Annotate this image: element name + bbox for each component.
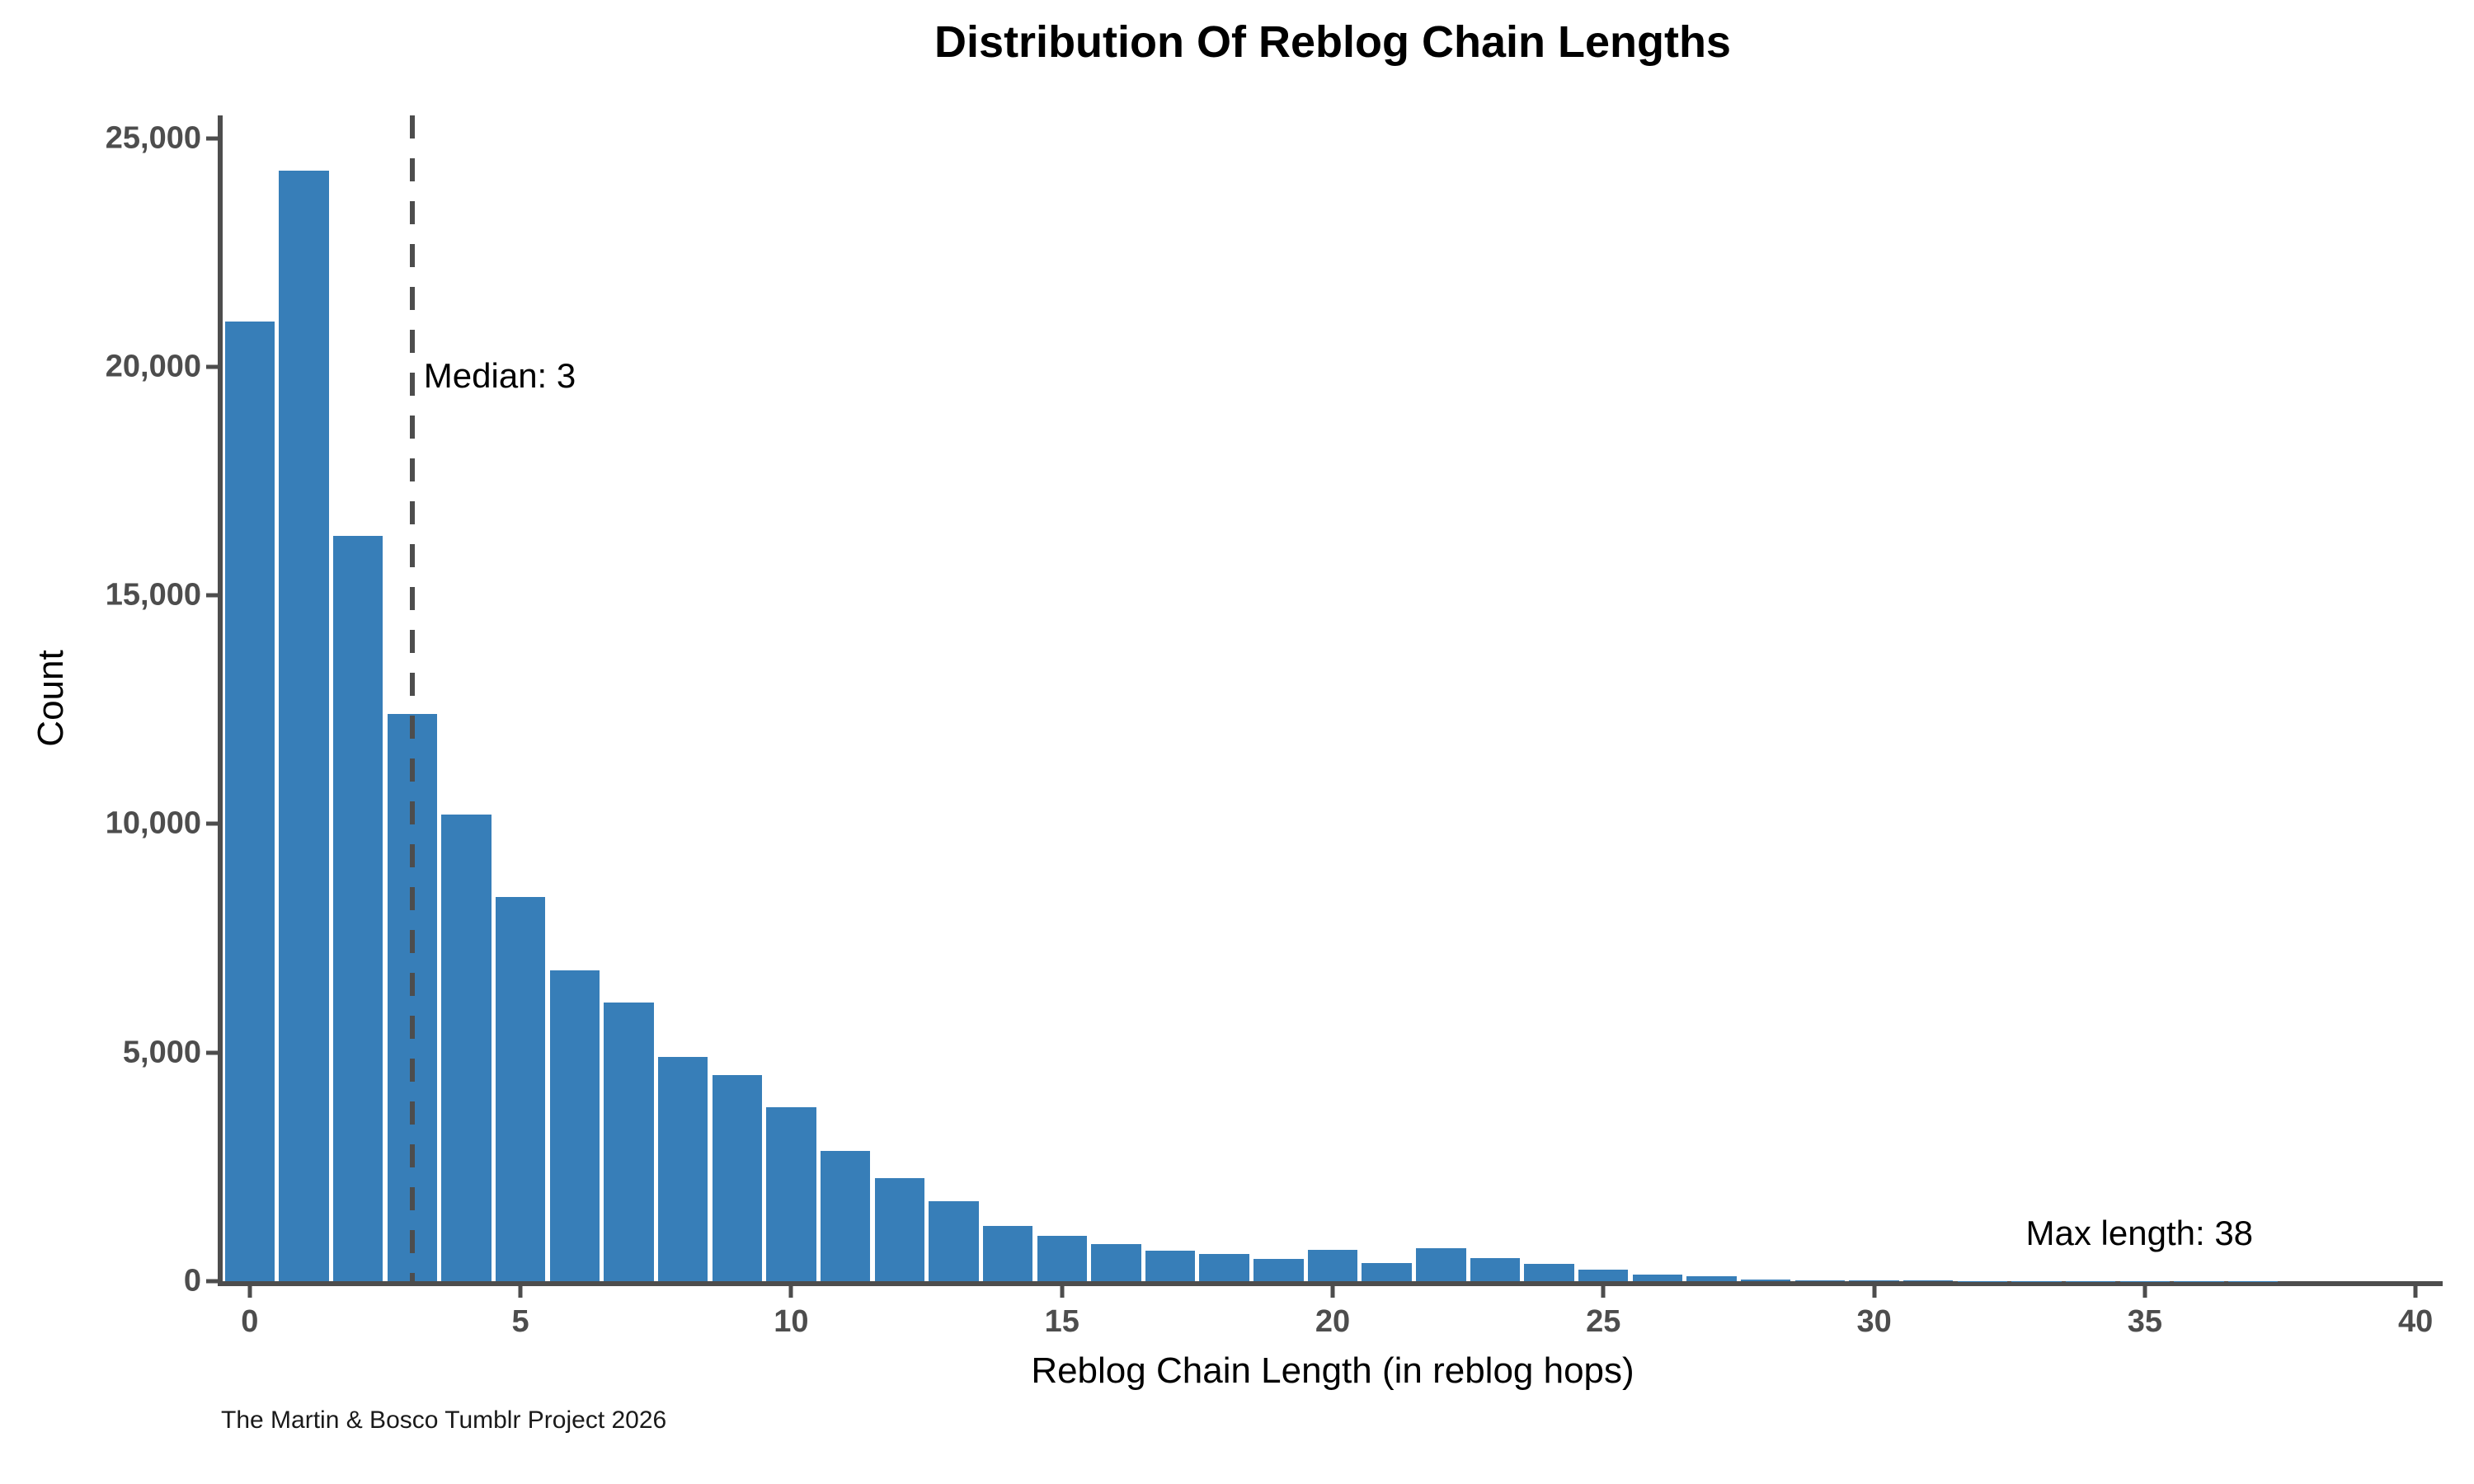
histogram-bar: [1524, 1264, 1574, 1281]
x-tick-label: 35: [2127, 1304, 2163, 1339]
x-axis-title: Reblog Chain Length (in reblog hops): [1031, 1350, 1634, 1391]
x-tick-mark: [1601, 1286, 1606, 1298]
y-tick-label: 25,000: [105, 120, 201, 156]
plot-area: 0 5 10 15 20 25 30 35 40 0 5,000 10,000 15,000 20,00…: [106, 115, 2443, 1339]
median-annotation: Median: 3: [423, 356, 576, 396]
histogram-bar: [1849, 1280, 1899, 1281]
histogram-bar: [1578, 1270, 1629, 1281]
x-axis-line: [218, 1281, 2443, 1286]
caption: The Martin & Bosco Tumblr Project 2026: [221, 1407, 667, 1434]
x-tick-mark: [247, 1286, 252, 1298]
histogram-bar: [1794, 1280, 1846, 1281]
histogram-bar: [549, 970, 600, 1281]
y-tick-mark: [206, 821, 218, 826]
histogram-bar: [712, 1075, 762, 1281]
x-tick-mark: [2142, 1286, 2147, 1298]
histogram-bar: [874, 1178, 924, 1281]
histogram-bar: [1903, 1280, 1954, 1281]
histogram-bar: [495, 897, 546, 1281]
y-tick-label: 10,000: [105, 805, 201, 841]
y-tick-mark: [206, 1050, 218, 1055]
y-tick-label: 15,000: [105, 577, 201, 613]
y-tick-mark: [206, 1279, 218, 1284]
x-tick-label: 0: [241, 1304, 259, 1339]
x-tick-label: 10: [774, 1304, 809, 1339]
x-tick-mark: [518, 1286, 523, 1298]
x-tick-label: 25: [1586, 1304, 1621, 1339]
histogram-bar: [224, 321, 275, 1281]
y-tick-mark: [206, 593, 218, 598]
histogram-bar: [1632, 1274, 1683, 1281]
x-tick-label: 20: [1315, 1304, 1351, 1339]
histogram-bar: [1037, 1235, 1087, 1281]
x-tick-label: 30: [1856, 1304, 1892, 1339]
histogram-bar: [1741, 1280, 1791, 1281]
histogram-bar: [279, 170, 329, 1281]
histogram-bar: [766, 1107, 816, 1281]
max-length-annotation: Max length: 38: [2025, 1213, 2254, 1252]
histogram-bar: [657, 1057, 708, 1281]
y-tick-mark: [206, 136, 218, 141]
histogram-bar: [332, 536, 383, 1281]
x-tick-mark: [1872, 1286, 1877, 1298]
x-tick-mark: [1060, 1286, 1065, 1298]
histogram-bar: [1091, 1243, 1141, 1281]
median-line: [409, 115, 415, 1281]
histogram-bar: [1362, 1263, 1412, 1281]
histogram-bar: [1253, 1259, 1304, 1281]
y-tick-label: 20,000: [105, 349, 201, 384]
chart-title: Distribution Of Reblog Chain Lengths: [934, 17, 1731, 67]
histogram-bar: [1470, 1257, 1521, 1281]
histogram-bar: [820, 1150, 871, 1281]
histogram-bar: [1686, 1276, 1737, 1281]
x-tick-label: 15: [1044, 1304, 1079, 1339]
histogram-bar: [982, 1226, 1033, 1281]
histogram-bar: [1145, 1251, 1196, 1281]
histogram-bar: [1416, 1248, 1466, 1281]
y-axis-line: [218, 115, 223, 1281]
y-axis-title: Count: [31, 650, 71, 747]
x-tick-mark: [788, 1286, 793, 1298]
x-tick-mark: [2413, 1286, 2418, 1298]
x-tick-label: 5: [511, 1304, 529, 1339]
histogram-bar: [441, 815, 492, 1281]
y-tick-mark: [206, 364, 218, 369]
y-tick-label: 5,000: [122, 1035, 201, 1070]
x-tick-mark: [1330, 1286, 1335, 1298]
x-tick-label: 40: [2398, 1304, 2434, 1339]
histogram-bar: [1199, 1253, 1249, 1281]
histogram-bar: [929, 1200, 979, 1281]
histogram-bar: [604, 1002, 654, 1281]
histogram-bar: [1307, 1250, 1358, 1281]
y-tick-label: 0: [183, 1263, 201, 1298]
